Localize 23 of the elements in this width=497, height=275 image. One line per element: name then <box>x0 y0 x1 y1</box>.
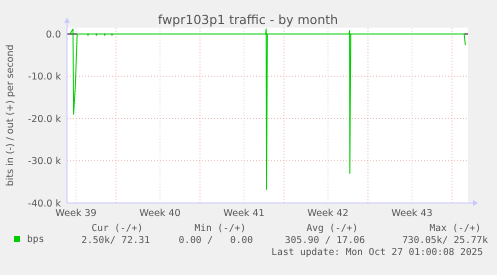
y-tick-label: -10.0 k <box>28 72 62 83</box>
text: Last update: Mon Oct 27 01:00:08 2025 <box>271 247 483 258</box>
x-tick-label: Week 43 <box>391 208 433 219</box>
y-axis-title: bits in (-) / out (+) per second <box>5 44 16 186</box>
x-tick-label: Week 39 <box>55 208 97 219</box>
y-tick-label: -40.0 k <box>28 198 62 210</box>
x-tick-label: Week 42 <box>307 208 349 219</box>
line-series <box>70 28 466 190</box>
legend-label: bps <box>27 234 44 245</box>
text: 2.50k/ 72.31 <box>81 235 150 246</box>
text: Cur (-/+) <box>92 223 143 234</box>
x-tick-label: Week 40 <box>139 208 181 219</box>
text: 305.90 / 17.06 <box>284 235 366 246</box>
text: Avg (-/+) <box>306 223 358 234</box>
y-tick-label: -20.0 k <box>28 114 62 125</box>
chart-title: fwpr103p1 traffic - by month <box>158 12 338 27</box>
y-tick-label: 0.0 <box>46 29 61 40</box>
text: Min (-/+) <box>194 223 246 234</box>
text: Max (-/+) <box>430 223 481 234</box>
text: 730.05k/ 25.77k <box>402 235 488 246</box>
y-tick-label: -30.0 k <box>28 156 62 168</box>
x-tick-label: Week 41 <box>223 208 265 219</box>
text: 0.00 / 0.00 <box>178 235 254 246</box>
